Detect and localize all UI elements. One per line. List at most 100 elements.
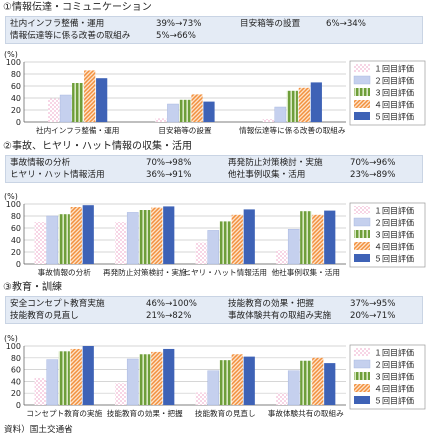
summary-value: 39%→73% — [156, 19, 202, 29]
bar — [46, 359, 59, 406]
y-tick-label: 100 — [6, 58, 21, 67]
y-tick-label: 100 — [6, 200, 21, 209]
bar — [167, 103, 179, 123]
legend-swatch — [354, 384, 370, 392]
bar — [139, 210, 151, 264]
bar — [231, 354, 243, 405]
summary-value: 70%→96% — [350, 158, 396, 168]
bar — [126, 212, 139, 265]
bar — [151, 207, 163, 264]
bar — [243, 356, 255, 405]
legend-swatch — [354, 230, 370, 238]
bar — [115, 222, 127, 264]
summary-value: 6%→34% — [326, 19, 366, 29]
y-tick-label: 40 — [11, 377, 21, 386]
y-tick-label: 60 — [11, 82, 21, 91]
bar — [300, 211, 312, 264]
legend-swatch — [354, 254, 370, 262]
legend-label: ５回目評価 — [374, 254, 414, 264]
legend-swatch — [354, 100, 370, 108]
y-tick-label: 0 — [16, 118, 21, 127]
summary-label: 技能教育の見直し — [10, 311, 79, 321]
x-tick-label: 目安箱等の設置 — [158, 125, 212, 135]
bar — [287, 229, 300, 265]
bar — [82, 346, 94, 405]
legend-label: ３回目評価 — [374, 372, 414, 382]
summary-value: 46%→100% — [146, 299, 197, 309]
summary-value: 36%→91% — [146, 170, 192, 180]
legend-swatch — [354, 372, 370, 380]
y-tick-label: 80 — [11, 70, 21, 79]
summary-value: 5%→66% — [156, 31, 196, 41]
section-1-title: ①情報伝達・コミュニケーション — [3, 2, 152, 13]
bar — [287, 370, 300, 406]
legend-label: １回目評価 — [374, 348, 414, 358]
bar — [276, 250, 288, 264]
x-tick-label: 事故体験共有の取組み — [268, 408, 344, 418]
summary-value: 23%→89% — [350, 170, 396, 180]
source-note: 資料）国土交通省 — [4, 425, 73, 435]
x-tick-label: 情報伝達等に係る改善の取組み — [239, 125, 346, 135]
legend-label: ２回目評価 — [374, 360, 414, 370]
legend-label: ２回目評価 — [374, 76, 414, 86]
section-3-title: ③教育・訓練 — [3, 282, 62, 293]
bar — [243, 209, 255, 264]
legend-label: ４回目評価 — [374, 100, 414, 110]
y-tick-label: 40 — [11, 236, 21, 245]
legend-label: １回目評価 — [374, 206, 414, 216]
y-axis-label: (%) — [4, 50, 18, 59]
bar — [139, 354, 151, 405]
bar — [262, 119, 274, 122]
legend-label: １回目評価 — [374, 64, 414, 74]
x-tick-label: 他社事例収集・活用 — [272, 267, 340, 277]
y-tick-label: 20 — [11, 248, 21, 257]
bar — [324, 210, 336, 264]
bar — [179, 99, 191, 122]
x-tick-label: 再発防止対策検討・実施 — [103, 267, 187, 277]
bar — [59, 94, 72, 123]
bar — [286, 90, 298, 122]
bar — [276, 393, 288, 405]
y-tick-label: 40 — [11, 94, 21, 103]
chart-1: (%) 0 20 40 60 80 100 社内インフラ整備・運用 目安箱等の設置 情報伝達等に係… — [4, 50, 426, 135]
legend-swatch — [353, 75, 371, 85]
bar — [48, 98, 60, 122]
bar — [96, 78, 108, 122]
bar — [70, 207, 82, 264]
legend-swatch — [354, 64, 370, 72]
summary-label: 技能教育の効果・把握 — [228, 299, 314, 309]
bar — [312, 357, 324, 405]
summary-label: 安全コンセプト教育実施 — [10, 299, 105, 309]
bar — [203, 101, 215, 122]
y-tick-label: 80 — [11, 212, 21, 221]
y-tick-label: 60 — [11, 366, 21, 375]
summary-value: 20%→71% — [350, 311, 396, 321]
bar — [300, 360, 312, 405]
x-tick-label: 技能教育の効果・把握 — [107, 408, 183, 418]
legend-swatch — [354, 206, 370, 214]
bar — [155, 118, 167, 122]
bar — [84, 70, 96, 122]
legend-swatch — [354, 88, 370, 96]
y-tick-label: 100 — [6, 342, 21, 351]
y-tick-label: 60 — [11, 224, 21, 233]
bar — [163, 206, 175, 264]
bar — [274, 106, 287, 123]
bar — [207, 370, 220, 406]
legend-label: ５回目評価 — [374, 112, 414, 122]
bar — [115, 383, 127, 405]
summary-label: 他社事例収集・活用 — [228, 170, 306, 180]
legend-swatch — [354, 112, 370, 120]
section-3-summary: 安全コンセプト教育実施 46%→100% 技能教育の効果・把握 37%→95% … — [5, 296, 423, 324]
summary-label: ヒヤリ・ハット情報活用 — [10, 170, 105, 180]
legend-label: ５回目評価 — [374, 396, 414, 406]
y-axis-label: (%) — [4, 334, 18, 343]
bar — [219, 360, 231, 405]
bar — [70, 348, 82, 405]
chart-2: (%) 0 20 40 60 80 100 事故情報の分析 再発防止対策検討・実施ヒヤリ・ハット… — [4, 192, 426, 277]
bar — [219, 221, 231, 264]
bar — [151, 351, 163, 405]
bar — [310, 82, 322, 122]
bar — [58, 214, 70, 264]
bar — [324, 363, 336, 405]
